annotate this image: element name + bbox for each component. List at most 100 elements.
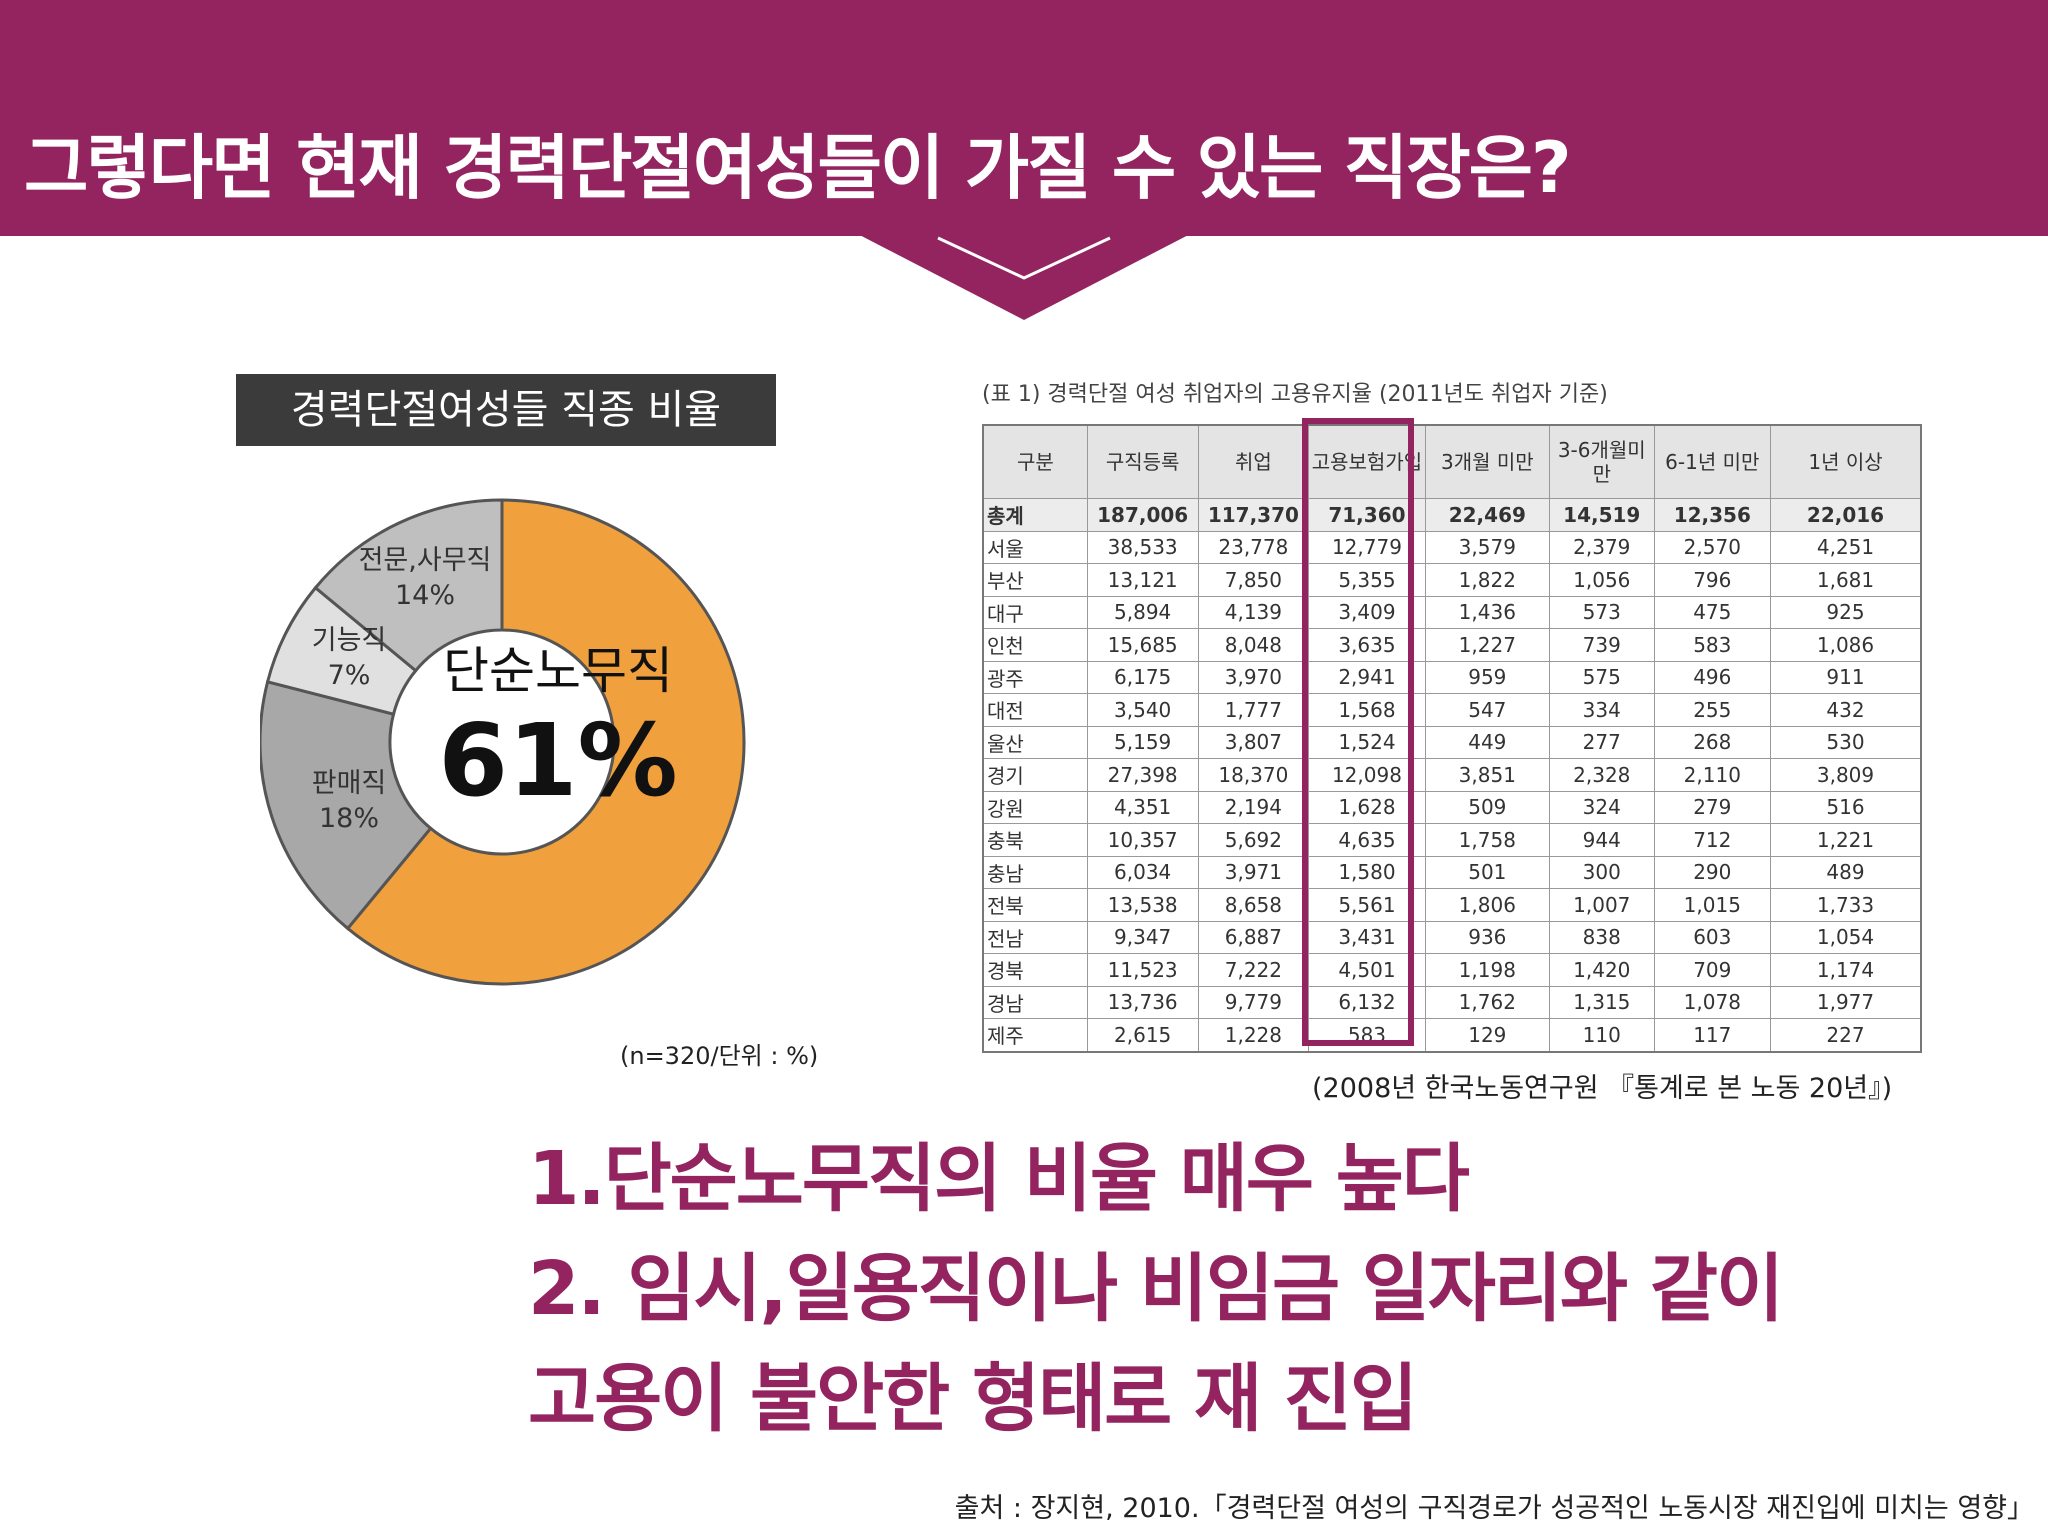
table-cell: 9,779 [1197, 985, 1310, 1019]
table-cell: 129 [1424, 1018, 1550, 1052]
row-label: 인천 [982, 628, 1088, 662]
table-cell: 911 [1770, 660, 1922, 694]
table-cell: 1,733 [1770, 888, 1922, 922]
slice-simple-labor [345, 498, 746, 986]
table-cell: 3,579 [1424, 530, 1550, 564]
table-cell: 15,685 [1086, 628, 1199, 662]
table-cell: 1,977 [1770, 985, 1922, 1019]
table-cell: 290 [1653, 855, 1772, 889]
table-cell: 12,356 [1653, 498, 1772, 532]
slice-sales [260, 679, 433, 931]
table-cell: 501 [1424, 855, 1550, 889]
table-cell: 7,850 [1197, 563, 1310, 597]
table-row: 대구 5,894 4,139 3,409 1,436 573 475 925 [982, 595, 1922, 629]
table-row: 전남 9,347 6,887 3,431 936 838 603 1,054 [982, 920, 1922, 954]
table-cell: 23,778 [1197, 530, 1310, 564]
table-cell: 12,779 [1308, 530, 1426, 564]
table-cell: 2,941 [1308, 660, 1426, 694]
table-cell: 4,139 [1197, 595, 1310, 629]
table-cell: 300 [1548, 855, 1655, 889]
table-cell: 5,561 [1308, 888, 1426, 922]
table-cell: 4,501 [1308, 953, 1426, 987]
slice-pct-sales: 18% [319, 803, 379, 834]
table-cell: 936 [1424, 920, 1550, 954]
table-cell: 1,580 [1308, 855, 1426, 889]
table-cell: 1,007 [1548, 888, 1655, 922]
table-cell: 1,056 [1548, 563, 1655, 597]
table-cell: 739 [1548, 628, 1655, 662]
header-banner [0, 0, 2048, 236]
table-cell: 1,227 [1424, 628, 1550, 662]
slice-pct-professional: 14% [395, 580, 455, 611]
table-cell: 475 [1653, 595, 1772, 629]
table-cell: 4,251 [1770, 530, 1922, 564]
pie-chart-title: 경력단절여성들 직종 비율 [236, 374, 776, 446]
col-header-registered: 구직등록 [1086, 424, 1199, 499]
table-cell: 1,015 [1653, 888, 1772, 922]
table-cell: 1,174 [1770, 953, 1922, 987]
table-cell: 1,777 [1197, 693, 1310, 727]
table-cell: 496 [1653, 660, 1772, 694]
table-row: 대전 3,540 1,777 1,568 547 334 255 432 [982, 693, 1922, 727]
table-cell: 3,540 [1086, 693, 1199, 727]
table-cell: 71,360 [1308, 498, 1426, 532]
table-cell: 4,351 [1086, 790, 1199, 824]
table-cell: 1,078 [1653, 985, 1772, 1019]
table-row: 강원 4,351 2,194 1,628 509 324 279 516 [982, 790, 1922, 824]
table-cell: 432 [1770, 693, 1922, 727]
table-row: 인천 15,685 8,048 3,635 1,227 739 583 1,086 [982, 628, 1922, 662]
table-cell: 324 [1548, 790, 1655, 824]
table-cell: 13,538 [1086, 888, 1199, 922]
table-cell: 603 [1653, 920, 1772, 954]
table-cell: 489 [1770, 855, 1922, 889]
table-cell: 1,628 [1308, 790, 1426, 824]
donut-chart: 단순노무직 61% 판매직 18% 기능직 7% 전문,사무직 14% [260, 498, 746, 986]
table-cell: 1,524 [1308, 725, 1426, 759]
row-label: 서울 [982, 530, 1088, 564]
table-row: 충남 6,034 3,971 1,580 501 300 290 489 [982, 855, 1922, 889]
table-source: (2008년 한국노동연구원 『통계로 본 노동 20년』) [1312, 1073, 1893, 1104]
table-cell: 38,533 [1086, 530, 1199, 564]
table-cell: 925 [1770, 595, 1922, 629]
table-cell: 3,851 [1424, 758, 1550, 792]
row-label: 전남 [982, 920, 1088, 954]
table-cell: 1,086 [1770, 628, 1922, 662]
table-cell: 268 [1653, 725, 1772, 759]
table-row: 제주 2,615 1,228 583 129 110 117 227 [982, 1018, 1922, 1052]
banner-arrow-shape [850, 230, 1198, 320]
table-caption: (표 1) 경력단절 여성 취업자의 고용유지율 (2011년도 취업자 기준) [982, 382, 1608, 407]
row-label: 울산 [982, 725, 1088, 759]
point-line-3: 고용이 불안한 형태로 재 진입 [528, 1356, 1418, 1442]
col-header-3-6m: 3-6개월미만 [1548, 424, 1655, 499]
table-cell: 18,370 [1197, 758, 1310, 792]
slice-pct-skilled: 7% [328, 660, 371, 691]
table-cell: 3,431 [1308, 920, 1426, 954]
page-title: 그렇다면 현재 경력단절여성들이 가질 수 있는 직장은? [24, 127, 1572, 209]
table-cell: 8,658 [1197, 888, 1310, 922]
table-cell: 3,807 [1197, 725, 1310, 759]
table-cell: 1,806 [1424, 888, 1550, 922]
table-cell: 110 [1548, 1018, 1655, 1052]
retention-table: 구분 구직등록 취업 고용보험가입 3개월 미만 3-6개월미만 6-1년 미만… [982, 424, 1922, 1053]
table-row: 충북 10,357 5,692 4,635 1,758 944 712 1,221 [982, 823, 1922, 857]
table-row: 서울 38,533 23,778 12,779 3,579 2,379 2,570 4,251 [982, 530, 1922, 564]
table-cell: 1,568 [1308, 693, 1426, 727]
row-label: 광주 [982, 660, 1088, 694]
table-cell: 2,615 [1086, 1018, 1199, 1052]
table-cell: 2,570 [1653, 530, 1772, 564]
slice-label-sales: 판매직 [312, 768, 387, 799]
table-cell: 2,328 [1548, 758, 1655, 792]
table-cell: 1,420 [1548, 953, 1655, 987]
table-cell: 8,048 [1197, 628, 1310, 662]
table-cell: 3,971 [1197, 855, 1310, 889]
row-label: 경기 [982, 758, 1088, 792]
table-cell: 3,809 [1770, 758, 1922, 792]
table-cell: 6,034 [1086, 855, 1199, 889]
table-cell: 959 [1424, 660, 1550, 694]
table-cell: 5,692 [1197, 823, 1310, 857]
table-row: 경북 11,523 7,222 4,501 1,198 1,420 709 1,174 [982, 953, 1922, 987]
table-cell: 516 [1770, 790, 1922, 824]
table-cell: 3,409 [1308, 595, 1426, 629]
col-header-employed: 취업 [1197, 424, 1310, 499]
table-cell: 117,370 [1197, 498, 1310, 532]
